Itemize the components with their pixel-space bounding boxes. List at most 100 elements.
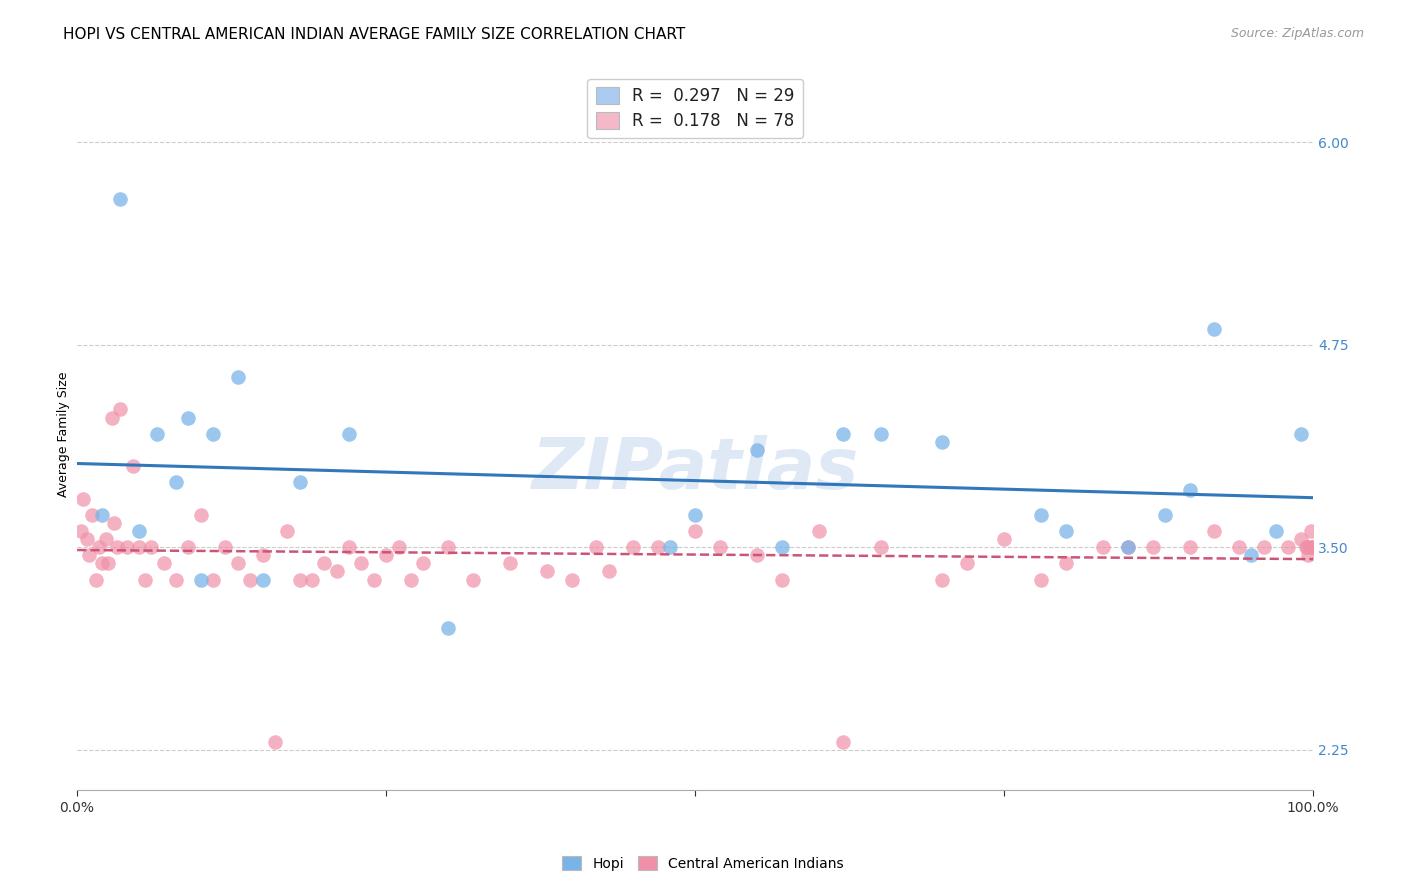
Point bbox=[325, 565, 347, 579]
Point bbox=[288, 573, 311, 587]
Point bbox=[337, 540, 360, 554]
Point bbox=[152, 557, 174, 571]
Point bbox=[226, 557, 249, 571]
Point bbox=[461, 573, 484, 587]
Point bbox=[499, 557, 522, 571]
Point bbox=[214, 540, 236, 554]
Point bbox=[314, 557, 336, 571]
Point bbox=[79, 549, 101, 563]
Point bbox=[190, 508, 212, 522]
Point bbox=[80, 508, 103, 522]
Point bbox=[288, 475, 311, 490]
Point bbox=[84, 573, 107, 587]
Point bbox=[100, 410, 122, 425]
Point bbox=[76, 532, 98, 546]
Point bbox=[1178, 540, 1201, 554]
Point bbox=[165, 475, 187, 490]
Point bbox=[993, 532, 1015, 546]
Point bbox=[69, 524, 91, 538]
Point bbox=[252, 573, 274, 587]
Text: Source: ZipAtlas.com: Source: ZipAtlas.com bbox=[1230, 27, 1364, 40]
Point bbox=[598, 565, 620, 579]
Point bbox=[1031, 508, 1053, 522]
Point bbox=[1298, 540, 1320, 554]
Point bbox=[1295, 540, 1317, 554]
Point bbox=[134, 573, 156, 587]
Point bbox=[647, 540, 669, 554]
Point bbox=[659, 540, 682, 554]
Point bbox=[239, 573, 262, 587]
Point bbox=[931, 434, 953, 449]
Point bbox=[337, 426, 360, 441]
Point bbox=[103, 516, 125, 530]
Point bbox=[90, 557, 112, 571]
Point bbox=[1054, 557, 1077, 571]
Point bbox=[128, 524, 150, 538]
Point bbox=[807, 524, 830, 538]
Point bbox=[202, 573, 225, 587]
Point bbox=[869, 540, 891, 554]
Point bbox=[276, 524, 298, 538]
Point bbox=[1154, 508, 1177, 522]
Point bbox=[202, 426, 225, 441]
Point bbox=[956, 557, 979, 571]
Point bbox=[110, 192, 132, 206]
Point bbox=[90, 508, 112, 522]
Point bbox=[252, 549, 274, 563]
Point bbox=[1296, 549, 1319, 563]
Point bbox=[745, 442, 768, 457]
Text: ZIPatlas: ZIPatlas bbox=[531, 435, 859, 504]
Point bbox=[1092, 540, 1115, 554]
Point bbox=[1289, 426, 1312, 441]
Point bbox=[387, 540, 409, 554]
Point bbox=[437, 540, 460, 554]
Point bbox=[146, 426, 169, 441]
Point bbox=[832, 734, 855, 748]
Point bbox=[94, 532, 117, 546]
Point bbox=[165, 573, 187, 587]
Point bbox=[72, 491, 94, 506]
Point bbox=[89, 540, 111, 554]
Point bbox=[770, 573, 793, 587]
Point bbox=[177, 410, 200, 425]
Point bbox=[832, 426, 855, 441]
Point bbox=[110, 402, 132, 417]
Point bbox=[1227, 540, 1250, 554]
Point bbox=[745, 549, 768, 563]
Point bbox=[177, 540, 200, 554]
Point bbox=[437, 621, 460, 635]
Legend: R =  0.297   N = 29, R =  0.178   N = 78: R = 0.297 N = 29, R = 0.178 N = 78 bbox=[588, 78, 803, 138]
Point bbox=[1296, 540, 1319, 554]
Legend: Hopi, Central American Indians: Hopi, Central American Indians bbox=[557, 851, 849, 876]
Point bbox=[869, 426, 891, 441]
Point bbox=[363, 573, 385, 587]
Point bbox=[1142, 540, 1164, 554]
Point bbox=[1204, 524, 1226, 538]
Y-axis label: Average Family Size: Average Family Size bbox=[58, 371, 70, 497]
Point bbox=[931, 573, 953, 587]
Point bbox=[1204, 321, 1226, 335]
Point bbox=[1031, 573, 1053, 587]
Point bbox=[1302, 540, 1324, 554]
Point bbox=[1178, 483, 1201, 498]
Point bbox=[1116, 540, 1139, 554]
Point bbox=[1277, 540, 1299, 554]
Point bbox=[536, 565, 558, 579]
Point bbox=[350, 557, 373, 571]
Text: HOPI VS CENTRAL AMERICAN INDIAN AVERAGE FAMILY SIZE CORRELATION CHART: HOPI VS CENTRAL AMERICAN INDIAN AVERAGE … bbox=[63, 27, 686, 42]
Point bbox=[1301, 540, 1323, 554]
Point bbox=[105, 540, 128, 554]
Point bbox=[1299, 524, 1322, 538]
Point bbox=[399, 573, 422, 587]
Point bbox=[709, 540, 731, 554]
Point bbox=[561, 573, 583, 587]
Point bbox=[412, 557, 434, 571]
Point bbox=[141, 540, 163, 554]
Point bbox=[1240, 549, 1263, 563]
Point bbox=[621, 540, 644, 554]
Point bbox=[1289, 532, 1312, 546]
Point bbox=[1116, 540, 1139, 554]
Point bbox=[226, 370, 249, 384]
Point bbox=[683, 524, 706, 538]
Point bbox=[264, 734, 287, 748]
